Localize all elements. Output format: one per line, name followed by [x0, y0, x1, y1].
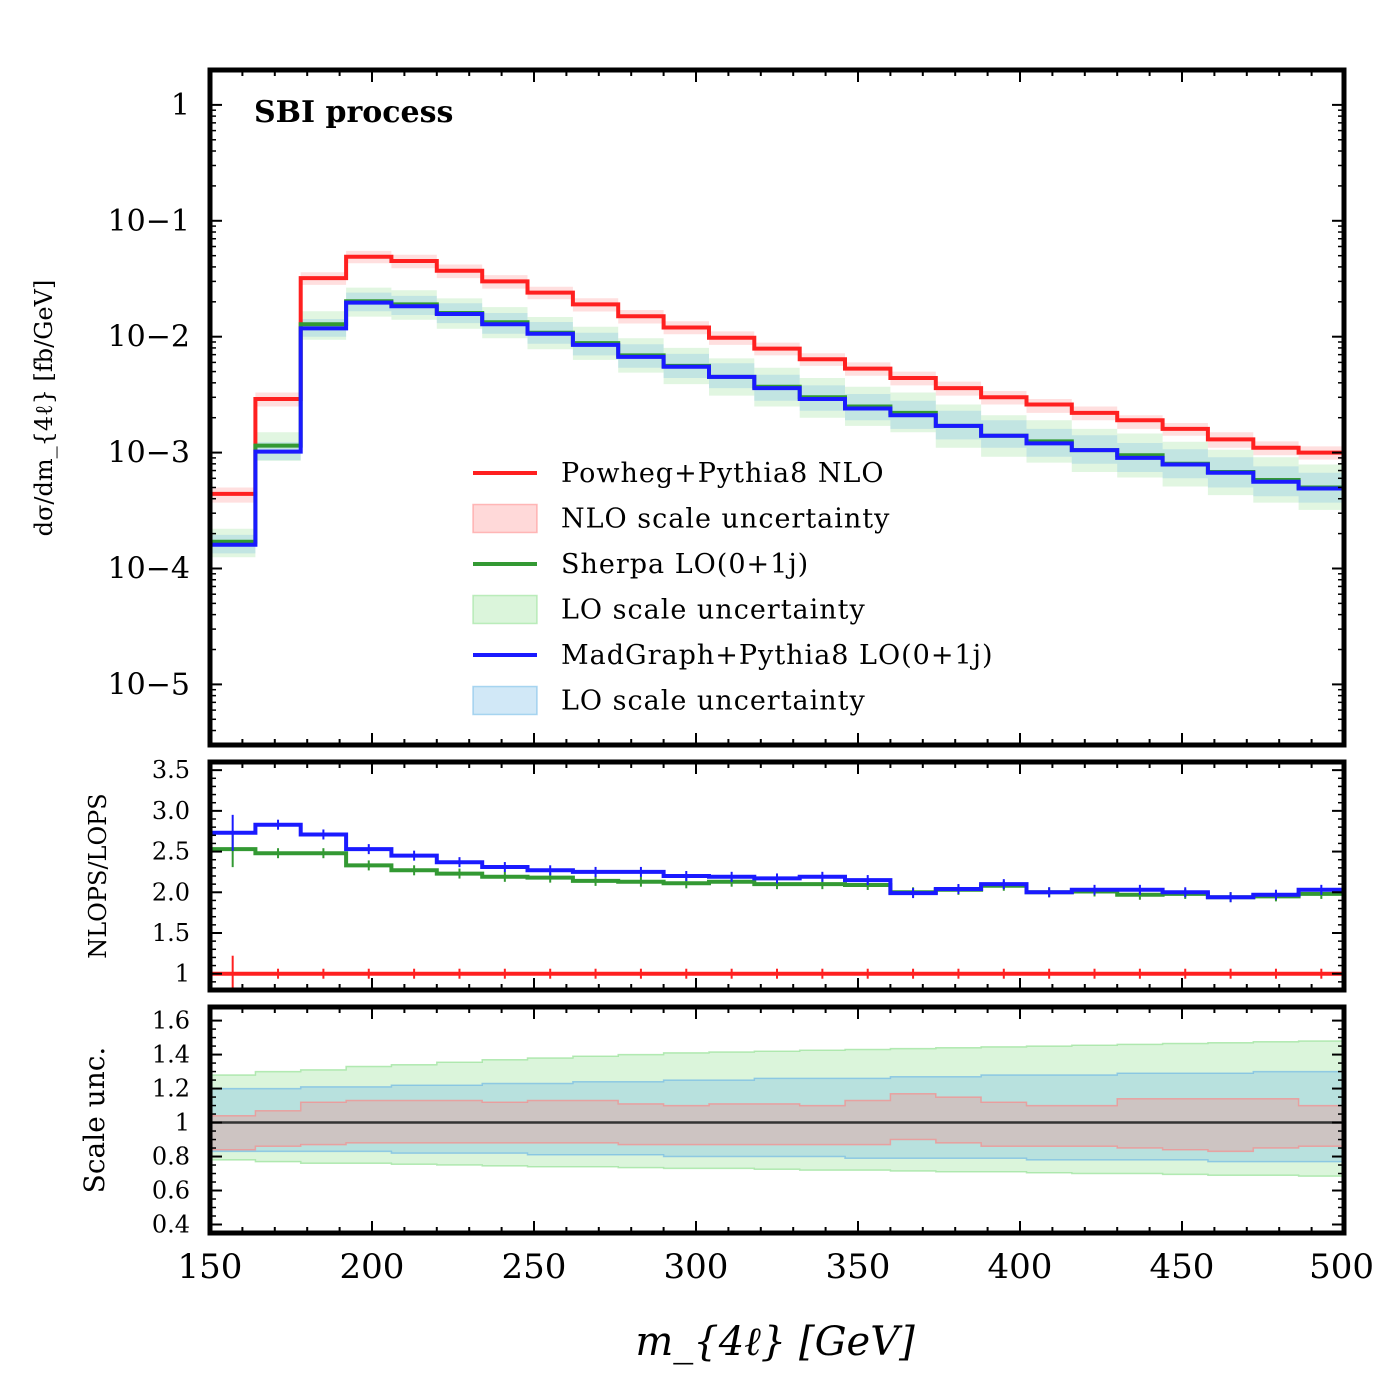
ratio-panel: 1 1.5 2.0 2.5 3.0 3.5	[152, 756, 1347, 993]
legend-band-swatch	[472, 685, 538, 716]
x-tick-label: 300	[664, 1247, 729, 1287]
scale-panel: 0.4 0.6 0.8 1 1.2 1.4 1.6 150 200 250 300 350 400 450…	[152, 1004, 1374, 1287]
y-tick-label: 1	[175, 1109, 190, 1137]
y-tick-label: 0.8	[152, 1143, 190, 1171]
ratio-line	[210, 847, 1344, 900]
x-tick-label: 350	[826, 1247, 891, 1287]
x-tick-label: 400	[988, 1247, 1053, 1287]
scale-band	[209, 1070, 1345, 1163]
x-tick-label: 200	[340, 1247, 405, 1287]
ratio-ylabel: NLOPS/LOPS	[84, 793, 112, 959]
legend-label: LO scale uncertainty	[561, 595, 866, 626]
chart-title: SBI process	[254, 95, 453, 130]
legend-label: MadGraph+Pythia8 LO(0+1j)	[561, 640, 994, 671]
x-tick-label: 150	[178, 1247, 243, 1287]
y-tick-label: 10−2	[108, 320, 190, 355]
series-line	[210, 254, 1344, 496]
y-tick-label: 10−1	[108, 204, 190, 239]
y-tick-label: 1	[175, 960, 190, 988]
x-tick-label: 500	[1309, 1247, 1374, 1287]
panel-frame	[207, 67, 1347, 748]
uncertainty-band	[210, 250, 1344, 503]
x-axis-label: m_{4ℓ} [GeV]	[635, 1319, 915, 1365]
y-tick-label: 3.0	[152, 797, 190, 825]
y-tick-label: 1.4	[152, 1041, 190, 1069]
legend-label: NLO scale uncertainty	[561, 504, 890, 535]
legend-band-swatch	[472, 503, 538, 534]
y-tick-label: 1	[171, 88, 190, 123]
y-tick-label: 2.5	[152, 838, 190, 866]
legend-band-swatch	[472, 594, 538, 625]
legend: Powheg+Pythia8 NLO NLO scale uncertainty S…	[472, 458, 994, 717]
y-tick-label: 10−5	[108, 667, 190, 702]
legend-label: Sherpa LO(0+1j)	[561, 549, 809, 580]
x-tick-label: 250	[502, 1247, 567, 1287]
y-tick-label: 10−3	[108, 436, 190, 471]
x-tick-label: 450	[1150, 1247, 1215, 1287]
y-tick-label: 0.6	[152, 1177, 190, 1205]
y-tick-label: 3.5	[152, 756, 190, 784]
series-line	[210, 300, 1344, 547]
main-ylabel: dσ/dm_{4ℓ} [fb/GeV]	[30, 280, 58, 537]
y-tick-label: 10−4	[108, 551, 190, 586]
scale-ylabel: Scale unc.	[78, 1047, 111, 1194]
legend-label: Powheg+Pythia8 NLO	[561, 458, 885, 489]
y-tick-label: 1.6	[152, 1007, 190, 1035]
panel-frame	[207, 1004, 1347, 1236]
panel-frame	[207, 759, 1347, 993]
y-tick-label: 1.2	[152, 1075, 190, 1103]
uncertainty-band	[210, 287, 1344, 558]
y-tick-label: 1.5	[152, 919, 190, 947]
y-tick-label: 2.0	[152, 878, 190, 906]
legend-label: LO scale uncertainty	[561, 686, 866, 717]
main-panel: 1 10−1 10−2 10−3 10−4 10−5	[108, 67, 1347, 748]
y-tick-label: 0.4	[152, 1211, 190, 1239]
